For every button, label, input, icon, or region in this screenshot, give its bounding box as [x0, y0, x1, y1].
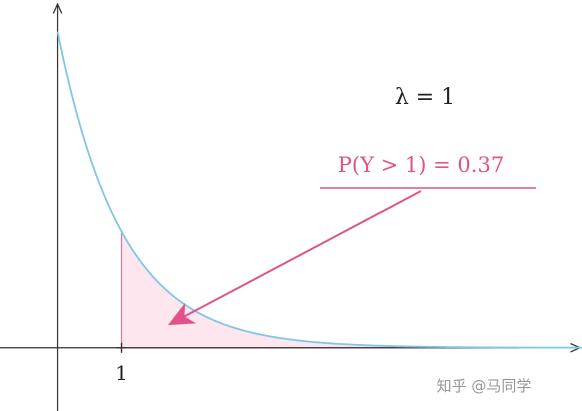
annotation-arrow — [167, 190, 422, 326]
watermark: 知乎 @马同学 — [437, 377, 532, 395]
x-ticks: 1 — [115, 342, 128, 385]
lambda-label: λ = 1 — [395, 85, 455, 110]
x-tick-label: 1 — [115, 361, 128, 385]
shaded-tail-area — [121, 231, 582, 348]
density-curve — [56, 31, 582, 349]
probability-annotation: P(Y > 1) = 0.37 — [338, 153, 504, 177]
